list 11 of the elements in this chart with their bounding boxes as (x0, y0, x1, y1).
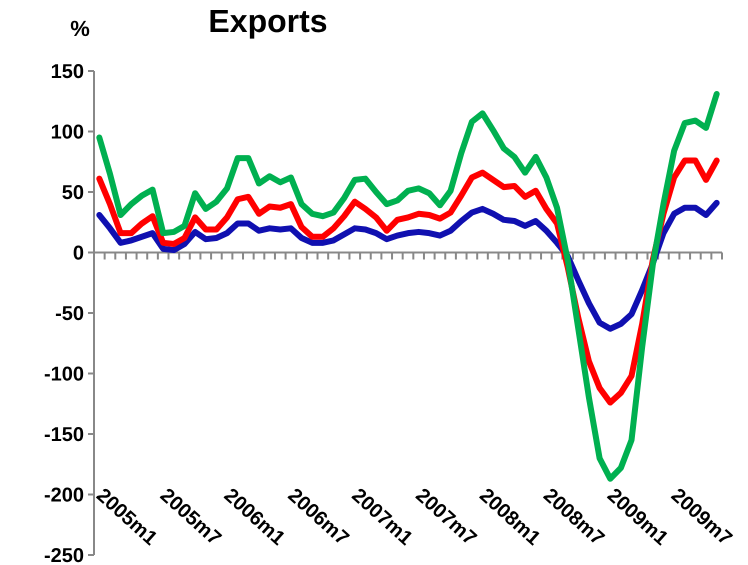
y-tick-label: 150 (50, 61, 84, 83)
y-tick-label: 0 (72, 242, 84, 264)
y-tick-label: -200 (44, 484, 84, 506)
y-tick-label: 50 (62, 182, 84, 204)
y-axis-title: % (70, 16, 90, 41)
y-tick-label: -100 (44, 364, 84, 386)
y-tick-label: -250 (44, 545, 84, 565)
y-tick-label: -50 (55, 303, 84, 325)
chart-title: Exports (208, 3, 328, 39)
y-tick-label: 100 (50, 122, 84, 144)
y-tick-label: -150 (44, 424, 84, 446)
